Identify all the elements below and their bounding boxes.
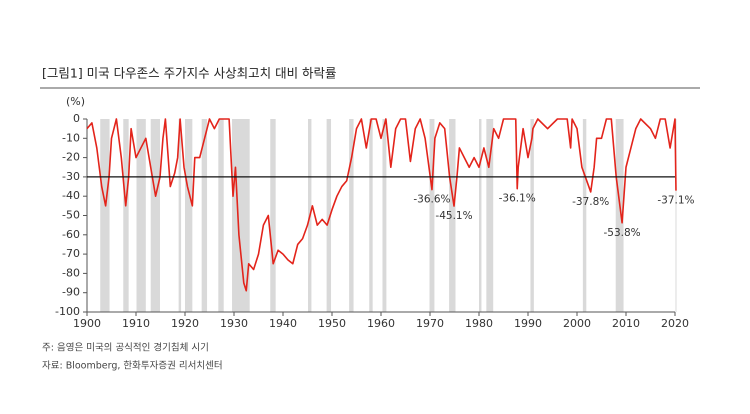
x-tick-label: 1970 [416, 317, 444, 330]
footnote: 주: 음영은 미국의 공식적인 경기침체 시기 [42, 342, 209, 354]
recession-band [150, 119, 161, 312]
x-tick-label: 1910 [122, 317, 150, 330]
x-tick-label: 1930 [220, 317, 248, 330]
recession-band [675, 119, 677, 312]
x-tick-label: 1940 [269, 317, 297, 330]
recession-band [270, 119, 276, 312]
x-tick-label: 1950 [318, 317, 346, 330]
recession-band [201, 119, 208, 312]
annotation-label: -53.8% [604, 227, 641, 239]
x-tick-label: 2020 [661, 317, 689, 330]
annotation-label: -37.1% [657, 195, 694, 207]
annotation-label: -36.1% [499, 193, 536, 205]
y-tick-label: -40 [62, 189, 80, 202]
chart-title: [그림1] 미국 다우존스 주가지수 사상최고치 대비 하락률 [42, 66, 337, 81]
annotation-label: -45.1% [435, 210, 472, 222]
y-axis-unit: (%) [66, 95, 85, 108]
recession-band [123, 119, 129, 312]
x-tick-label: 2010 [612, 317, 640, 330]
y-tick-label: -80 [62, 266, 80, 279]
recession-band [232, 119, 250, 312]
y-tick-label: -50 [62, 209, 80, 222]
y-tick-label: -90 [62, 286, 80, 299]
x-tick-label: 1990 [514, 317, 542, 330]
x-tick-label: 1920 [171, 317, 199, 330]
recession-band [429, 119, 435, 312]
recession-band [100, 119, 110, 312]
x-tick-label: 1960 [367, 317, 395, 330]
recession-band [349, 119, 354, 312]
y-tick-label: -60 [62, 228, 80, 241]
recession-band [326, 119, 332, 312]
x-tick-label: 2000 [563, 317, 591, 330]
y-tick-label: -20 [62, 151, 80, 164]
recession-band [530, 119, 534, 312]
y-tick-label: -100 [55, 305, 80, 318]
y-tick-label: -30 [62, 170, 80, 183]
recession-band [479, 119, 482, 312]
recession-band [449, 119, 456, 312]
y-tick-label: -10 [62, 131, 80, 144]
recession-band [615, 119, 624, 312]
y-tick-label: 0 [73, 112, 80, 125]
recession-band [486, 119, 494, 312]
recession-band [185, 119, 193, 312]
source: 자료: Bloomberg, 한화투자증권 리서치센터 [42, 360, 223, 372]
recession-band [178, 119, 182, 312]
y-tick-label: -70 [62, 247, 80, 260]
recession-band [218, 119, 224, 312]
annotation-label: -37.8% [572, 196, 609, 208]
annotation-label: -36.6% [413, 194, 450, 206]
x-tick-label: 1980 [465, 317, 493, 330]
data-line [86, 118, 677, 292]
recession-band [136, 119, 146, 312]
recession-band [382, 119, 387, 312]
recession-band [369, 119, 373, 312]
recession-band [582, 119, 587, 312]
x-tick-label: 1900 [73, 317, 101, 330]
